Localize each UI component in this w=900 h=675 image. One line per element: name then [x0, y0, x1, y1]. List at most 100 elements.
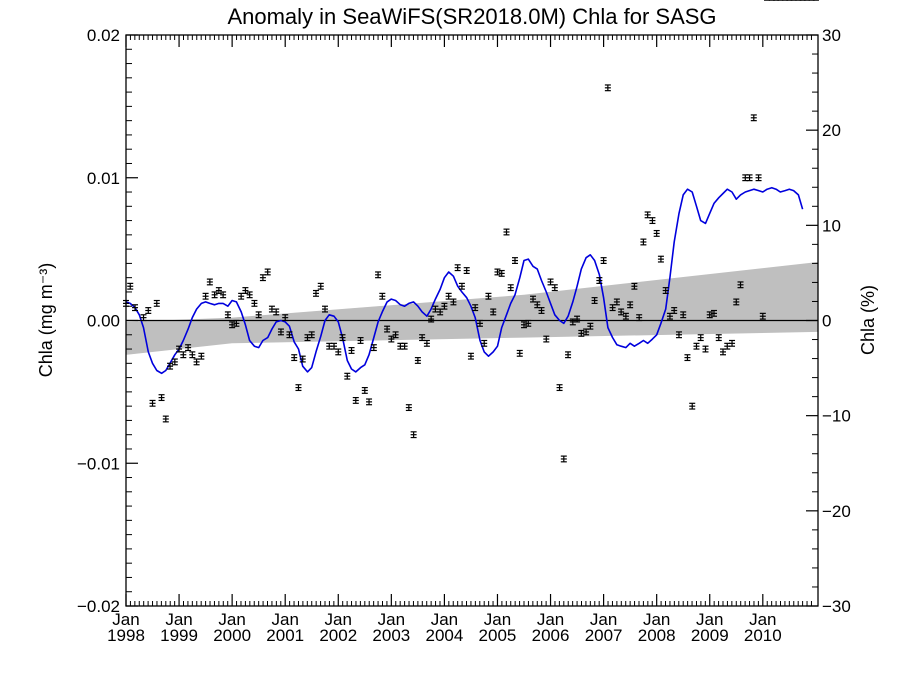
data-point — [410, 431, 417, 439]
x-tick-year: 2006 — [532, 626, 570, 645]
x-tick-year: 2004 — [425, 626, 463, 645]
data-point — [140, 314, 147, 322]
data-point — [220, 291, 227, 299]
data-point — [370, 344, 377, 352]
data-point — [543, 335, 550, 343]
right-tick-label: 20 — [822, 121, 841, 140]
data-point — [472, 304, 479, 312]
data-point — [180, 351, 187, 359]
right-tick-label: 30 — [822, 26, 841, 45]
data-point — [375, 271, 382, 279]
data-point — [733, 298, 740, 306]
data-point — [689, 402, 696, 410]
x-tick-year: 2007 — [585, 626, 623, 645]
data-point — [445, 292, 452, 300]
x-tick-month: Jan — [431, 610, 458, 629]
data-point — [291, 354, 298, 362]
data-point — [534, 301, 541, 309]
data-point — [158, 394, 165, 402]
data-point — [185, 344, 192, 352]
data-point — [600, 257, 607, 264]
data-point — [547, 278, 554, 286]
data-points-layer — [123, 0, 819, 463]
left-tick-label: 0.01 — [87, 169, 120, 188]
x-tick-year: 2009 — [691, 626, 729, 645]
data-point — [521, 321, 528, 329]
data-point — [653, 229, 660, 237]
data-point — [277, 328, 284, 336]
data-point — [405, 404, 412, 412]
data-point — [384, 325, 391, 333]
data-point — [715, 334, 722, 342]
data-point — [366, 398, 373, 406]
data-point — [684, 354, 691, 362]
data-point — [352, 396, 359, 404]
data-point — [657, 255, 664, 263]
data-point — [622, 312, 629, 320]
x-tick-month: Jan — [378, 610, 405, 629]
data-point — [423, 339, 430, 347]
data-point — [490, 308, 497, 316]
data-point — [392, 331, 399, 339]
data-point — [255, 311, 262, 319]
data-point — [308, 331, 315, 339]
data-point — [710, 309, 717, 317]
data-point — [649, 217, 656, 225]
data-point — [693, 342, 700, 350]
data-point — [229, 321, 236, 329]
data-point — [206, 278, 213, 286]
data-point — [215, 287, 222, 294]
data-point — [286, 331, 293, 339]
left-tick-label: −0.01 — [77, 454, 120, 473]
data-point — [507, 284, 514, 292]
data-point — [463, 267, 470, 274]
data-point — [162, 415, 169, 423]
data-point — [750, 114, 757, 122]
data-point — [697, 334, 704, 342]
data-point — [224, 311, 231, 319]
data-point — [511, 257, 518, 264]
data-point — [322, 305, 329, 313]
data-point — [636, 314, 643, 322]
x-tick-month: Jan — [325, 610, 352, 629]
data-point — [618, 308, 625, 316]
data-point — [238, 292, 245, 300]
smoothed-series-layer — [125, 186, 804, 375]
x-tick-month: Jan — [271, 610, 298, 629]
data-point — [702, 345, 709, 353]
data-point — [268, 305, 275, 313]
data-point — [282, 314, 289, 322]
x-tick-month: Jan — [484, 610, 511, 629]
data-point — [467, 352, 474, 360]
data-point — [759, 312, 766, 320]
data-point — [171, 358, 178, 366]
data-point — [662, 287, 669, 294]
data-point — [556, 384, 563, 392]
data-point — [202, 292, 209, 300]
data-point — [198, 352, 205, 360]
data-point — [149, 399, 156, 407]
data-point — [485, 292, 492, 300]
data-point — [428, 315, 435, 323]
right-tick-label: −20 — [822, 502, 851, 521]
right-axis-title: Chla (%) — [858, 285, 878, 355]
data-point — [233, 319, 240, 327]
data-point — [560, 455, 567, 463]
data-point — [538, 307, 545, 314]
data-point — [251, 299, 258, 307]
data-point — [344, 372, 351, 380]
data-point — [680, 311, 687, 319]
data-point — [746, 174, 753, 182]
data-point — [627, 301, 634, 309]
data-point — [246, 291, 253, 299]
x-tick-year: 2010 — [744, 626, 782, 645]
data-point — [476, 319, 483, 327]
data-point — [339, 334, 346, 342]
data-point — [357, 337, 364, 344]
data-point — [481, 339, 488, 347]
data-point — [675, 331, 682, 339]
x-tick-year: 1998 — [107, 626, 145, 645]
data-point — [613, 298, 620, 306]
x-tick-year: 2003 — [372, 626, 410, 645]
data-point — [551, 284, 558, 292]
